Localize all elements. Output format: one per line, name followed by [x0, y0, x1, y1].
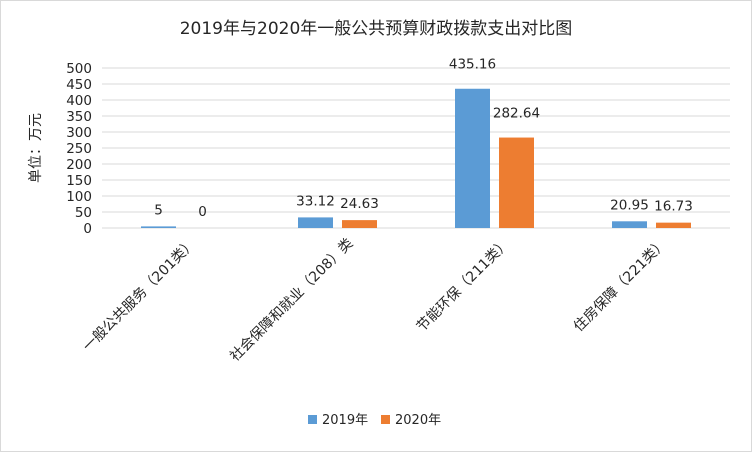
- legend-label: 2020年: [395, 413, 441, 428]
- data-label: 16.73: [654, 199, 693, 215]
- bar-2020年: [656, 222, 691, 228]
- data-label: 282.64: [493, 106, 540, 122]
- y-tick-label: 0: [83, 221, 92, 237]
- bar-2020年: [499, 137, 534, 228]
- chart-title: 2019年与2020年一般公共预算财政拨款支出对比图: [180, 19, 573, 39]
- y-tick-label: 300: [66, 125, 92, 141]
- bar-2019年: [141, 226, 176, 228]
- data-label: 33.12: [296, 193, 335, 209]
- bar-2019年: [612, 221, 647, 228]
- y-tick-label: 400: [66, 93, 92, 109]
- x-tick-label: 社会保障和就业（208）类: [227, 236, 356, 365]
- y-tick-label: 100: [66, 189, 92, 205]
- data-label: 24.63: [340, 196, 379, 212]
- bar-2020年: [342, 220, 377, 228]
- y-tick-label: 50: [75, 205, 92, 221]
- legend-swatch: [308, 415, 317, 424]
- y-axis-label: 单位：万元: [28, 113, 44, 183]
- data-label: 5: [154, 202, 163, 218]
- y-tick-label: 250: [66, 141, 92, 157]
- bar-2019年: [455, 88, 490, 228]
- legend-label: 2019年: [322, 413, 368, 428]
- x-tick-label: 住房保障（221类）: [571, 236, 671, 336]
- data-label: 435.16: [449, 57, 496, 73]
- y-tick-label: 200: [66, 157, 92, 173]
- bar-2019年: [298, 217, 333, 228]
- x-tick-label: 节能环保（211类）: [414, 236, 514, 336]
- y-tick-label: 450: [66, 77, 92, 93]
- y-tick-label: 500: [66, 61, 92, 77]
- data-label: 0: [198, 204, 207, 220]
- data-label: 20.95: [610, 197, 649, 213]
- x-tick-label: 一般公共服务（201类）: [80, 236, 199, 355]
- y-tick-label: 150: [66, 173, 92, 189]
- y-tick-label: 350: [66, 109, 92, 125]
- legend-swatch: [381, 415, 390, 424]
